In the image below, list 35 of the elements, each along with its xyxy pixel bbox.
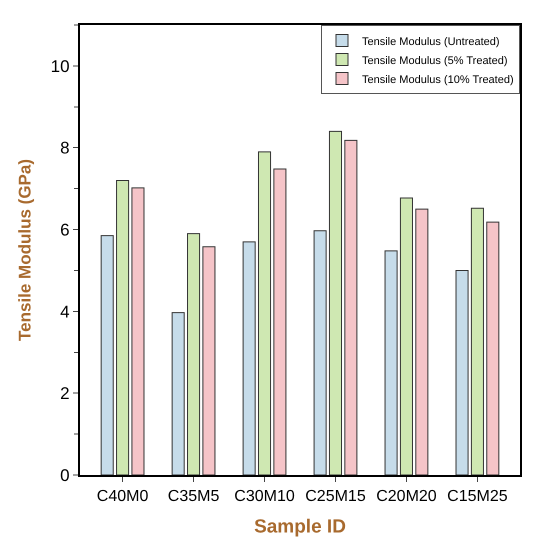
bar [202,246,216,475]
x-tick-label: C25M15 [305,488,366,506]
y-tick-label: 6 [60,220,70,240]
bar [344,140,358,475]
bar [258,151,272,475]
bar [384,250,398,475]
bar [400,198,413,475]
y-tick-label: 2 [60,384,70,404]
y-tick-label: 8 [60,138,70,158]
legend-label: Tensile Modulus (5% Treated) [362,54,508,67]
x-tick-label: C15M25 [447,488,508,506]
bar [116,180,130,475]
bar [456,270,469,475]
x-tick-label: C20M20 [376,488,437,506]
bar [187,233,200,475]
x-tick-label: C40M0 [96,488,148,506]
bar [415,208,428,475]
y-tick-label: 0 [60,466,70,485]
bar [470,208,484,475]
y-tick-label: 4 [60,302,70,322]
bar [273,168,286,475]
x-axis-title: Sample ID [254,516,346,538]
bar [172,312,185,475]
x-tick-label: C30M10 [234,488,295,506]
legend-label: Tensile Modulus (10% Treated) [362,74,514,86]
legend-label: Tensile Modulus (Untreated) [362,36,500,48]
bar [100,235,114,475]
bar [131,187,144,475]
bar [242,241,256,475]
bar [314,230,327,475]
y-axis-title: Tensile Modulus (GPa) [16,159,35,341]
bar [486,222,500,475]
x-tick-label: C35M5 [168,488,220,506]
bar [328,130,342,475]
y-tick-label: 10 [50,56,70,76]
